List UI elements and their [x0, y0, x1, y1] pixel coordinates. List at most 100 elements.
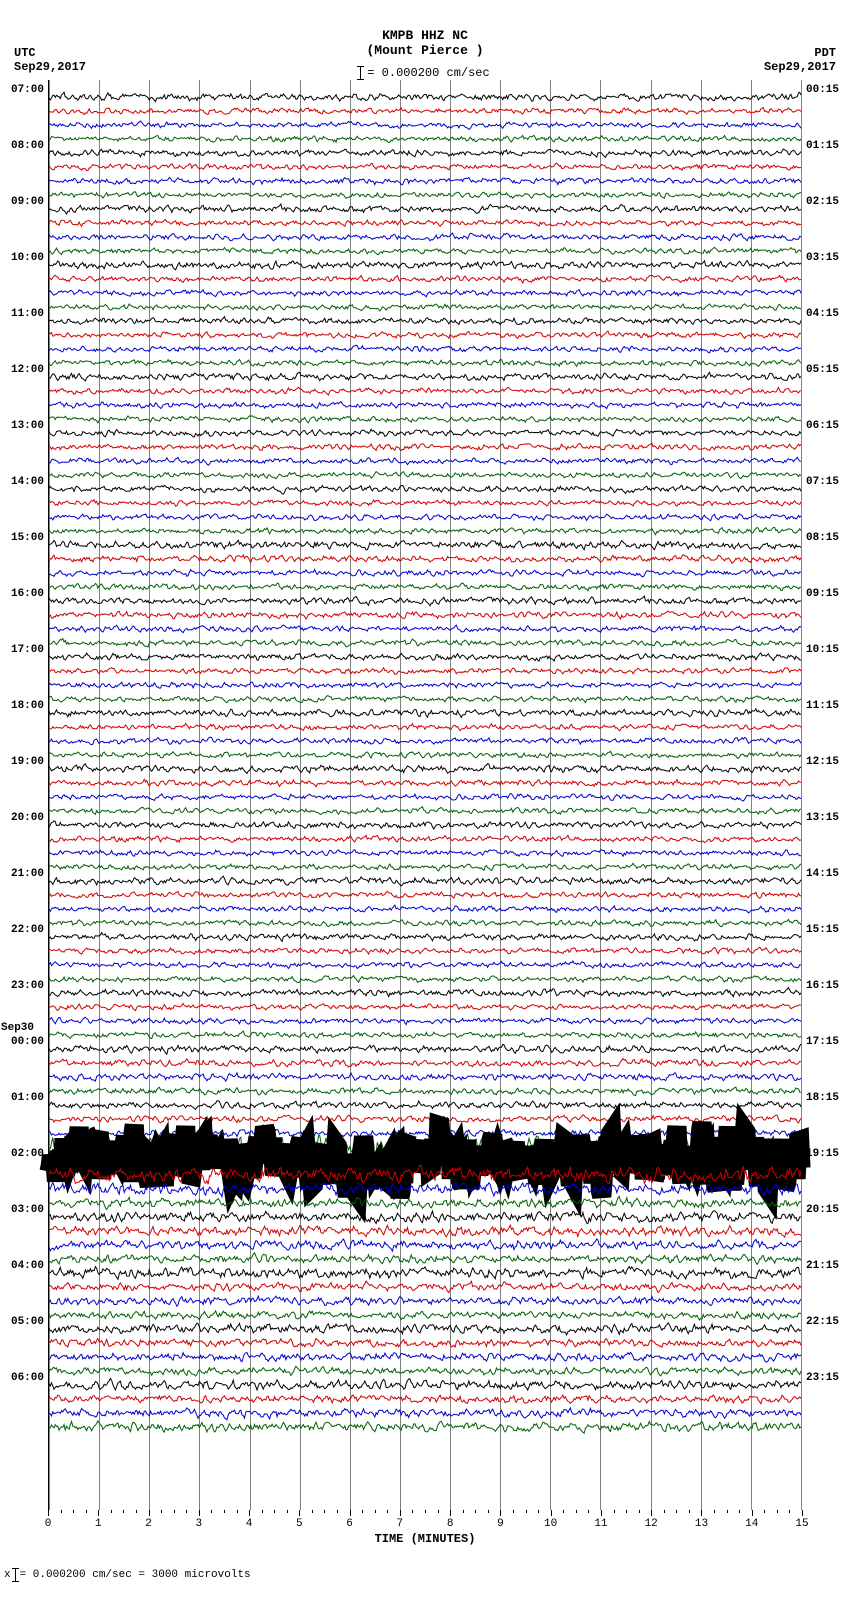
hour-label-right: 12:15 — [806, 756, 846, 768]
footer-scale-bar-icon — [15, 1568, 16, 1582]
hour-label-right: 19:15 — [806, 1148, 846, 1160]
x-tick-minor — [676, 1510, 677, 1513]
x-tick-major — [701, 1510, 702, 1516]
x-tick-major — [350, 1510, 351, 1516]
x-tick-minor — [538, 1510, 539, 1513]
x-tick-minor — [714, 1510, 715, 1513]
date-marker: Sep30 — [1, 1022, 34, 1034]
x-tick-minor — [739, 1510, 740, 1513]
x-tick-minor — [777, 1510, 778, 1513]
x-tick-major — [199, 1510, 200, 1516]
hour-label-right: 15:15 — [806, 924, 846, 936]
x-tick-major — [601, 1510, 602, 1516]
x-tick-major — [249, 1510, 250, 1516]
hour-label-left: 19:00 — [4, 756, 44, 768]
hour-label-left: 05:00 — [4, 1316, 44, 1328]
x-tick-major — [98, 1510, 99, 1516]
hour-label-left: 12:00 — [4, 364, 44, 376]
x-tick-label: 4 — [246, 1518, 253, 1530]
hour-label-right: 22:15 — [806, 1316, 846, 1328]
x-tick-minor — [438, 1510, 439, 1513]
x-tick-minor — [475, 1510, 476, 1513]
x-tick-label: 9 — [497, 1518, 504, 1530]
x-tick-major — [651, 1510, 652, 1516]
x-tick-minor — [211, 1510, 212, 1513]
hour-label-left: 00:00 — [4, 1036, 44, 1048]
hour-label-left: 08:00 — [4, 140, 44, 152]
x-axis: TIME (MINUTES) 0123456789101112131415 — [48, 1510, 802, 1550]
hour-label-right: 14:15 — [806, 868, 846, 880]
x-tick-minor — [689, 1510, 690, 1513]
hour-label-right: 20:15 — [806, 1204, 846, 1216]
tz-right-date: Sep29,2017 — [764, 60, 836, 74]
hour-label-right: 21:15 — [806, 1260, 846, 1272]
x-tick-label: 1 — [95, 1518, 102, 1530]
x-tick-label: 8 — [447, 1518, 454, 1530]
x-tick-minor — [86, 1510, 87, 1513]
x-tick-minor — [626, 1510, 627, 1513]
hour-label-left: 18:00 — [4, 700, 44, 712]
x-tick-minor — [161, 1510, 162, 1513]
hour-label-right: 16:15 — [806, 980, 846, 992]
x-tick-minor — [375, 1510, 376, 1513]
hour-label-right: 13:15 — [806, 812, 846, 824]
x-tick-minor — [186, 1510, 187, 1513]
hour-label-right: 03:15 — [806, 252, 846, 264]
hour-label-left: 10:00 — [4, 252, 44, 264]
x-tick-minor — [224, 1510, 225, 1513]
hour-label-left: 17:00 — [4, 644, 44, 656]
hour-label-left: 16:00 — [4, 588, 44, 600]
hour-label-right: 06:15 — [806, 420, 846, 432]
x-tick-minor — [312, 1510, 313, 1513]
x-tick-label: 5 — [296, 1518, 303, 1530]
x-tick-minor — [789, 1510, 790, 1513]
station-code: KMPB HHZ NC — [0, 28, 850, 43]
x-tick-major — [551, 1510, 552, 1516]
x-tick-minor — [262, 1510, 263, 1513]
x-tick-minor — [764, 1510, 765, 1513]
x-tick-minor — [412, 1510, 413, 1513]
x-tick-minor — [425, 1510, 426, 1513]
x-tick-minor — [274, 1510, 275, 1513]
hour-label-left: 13:00 — [4, 420, 44, 432]
x-tick-label: 2 — [145, 1518, 152, 1530]
x-tick-minor — [237, 1510, 238, 1513]
x-tick-minor — [362, 1510, 363, 1513]
hour-label-right: 00:15 — [806, 84, 846, 96]
x-tick-major — [149, 1510, 150, 1516]
x-tick-minor — [526, 1510, 527, 1513]
hour-label-left: 07:00 — [4, 84, 44, 96]
x-tick-minor — [61, 1510, 62, 1513]
hour-label-right: 09:15 — [806, 588, 846, 600]
hour-label-left: 11:00 — [4, 308, 44, 320]
hour-label-right: 08:15 — [806, 532, 846, 544]
x-tick-label: 15 — [795, 1518, 808, 1530]
scale-reference: = 0.000200 cm/sec — [360, 66, 489, 80]
x-tick-minor — [727, 1510, 728, 1513]
hour-label-right: 17:15 — [806, 1036, 846, 1048]
hour-label-right: 10:15 — [806, 644, 846, 656]
hour-label-left: 04:00 — [4, 1260, 44, 1272]
x-tick-minor — [136, 1510, 137, 1513]
x-tick-minor — [324, 1510, 325, 1513]
x-tick-label: 12 — [645, 1518, 658, 1530]
station-location: (Mount Pierce ) — [0, 43, 850, 58]
hour-label-left: 15:00 — [4, 532, 44, 544]
footer-prefix: x — [4, 1569, 11, 1581]
x-tick-label: 13 — [695, 1518, 708, 1530]
x-tick-label: 0 — [45, 1518, 52, 1530]
x-tick-minor — [463, 1510, 464, 1513]
hour-label-left: 14:00 — [4, 476, 44, 488]
x-tick-minor — [576, 1510, 577, 1513]
hour-label-left: 03:00 — [4, 1204, 44, 1216]
x-tick-minor — [174, 1510, 175, 1513]
hour-label-right: 07:15 — [806, 476, 846, 488]
hour-label-right: 23:15 — [806, 1372, 846, 1384]
hour-label-left: 22:00 — [4, 924, 44, 936]
scale-text: = 0.000200 cm/sec — [367, 66, 489, 80]
x-tick-minor — [488, 1510, 489, 1513]
x-tick-major — [802, 1510, 803, 1516]
x-tick-minor — [639, 1510, 640, 1513]
hour-label-right: 18:15 — [806, 1092, 846, 1104]
hour-label-right: 01:15 — [806, 140, 846, 152]
